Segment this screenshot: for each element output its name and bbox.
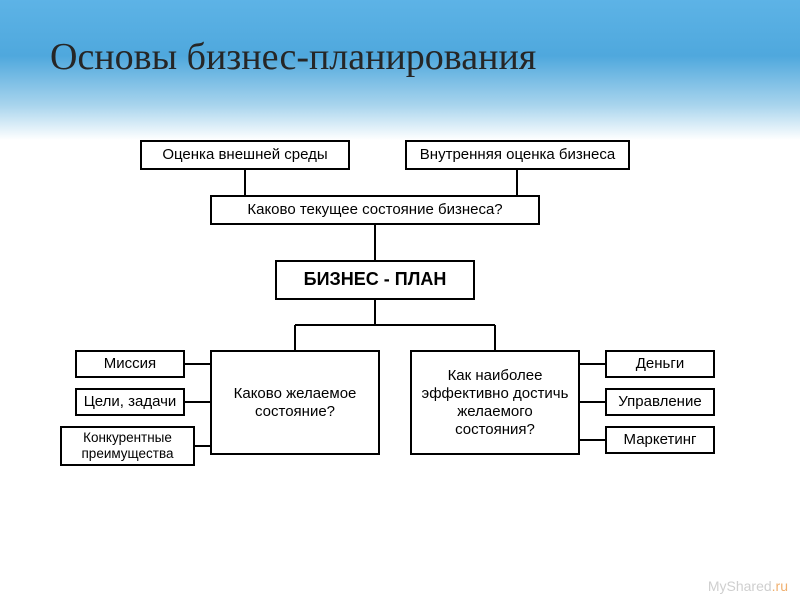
- box-compadv: Конкурентные преимущества: [60, 426, 195, 466]
- watermark: MyShared.ru: [708, 578, 788, 594]
- box-int_eval: Внутренняя оценка бизнеса: [405, 140, 630, 170]
- watermark-text: MyShared: [708, 578, 772, 594]
- box-howreach: Как наиболее эффективно достичь желаемог…: [410, 350, 580, 455]
- box-current: Каково текущее состояние бизнеса?: [210, 195, 540, 225]
- box-goals: Цели, задачи: [75, 388, 185, 416]
- watermark-suffix: .ru: [772, 578, 788, 594]
- box-marketing: Маркетинг: [605, 426, 715, 454]
- slide-title: Основы бизнес-планирования: [50, 35, 536, 79]
- box-mission: Миссия: [75, 350, 185, 378]
- box-ext_env: Оценка внешней среды: [140, 140, 350, 170]
- box-desired: Каково желаемое состояние?: [210, 350, 380, 455]
- flowchart: Оценка внешней среды Внутренняя оценка би…: [0, 140, 800, 560]
- box-mgmt: Управление: [605, 388, 715, 416]
- box-money: Деньги: [605, 350, 715, 378]
- box-bizplan: БИЗНЕС - ПЛАН: [275, 260, 475, 300]
